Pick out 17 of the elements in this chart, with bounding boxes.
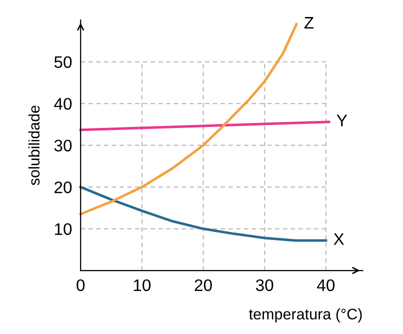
x-tick-label: 10 bbox=[134, 279, 151, 292]
y-tick-label: 50 bbox=[54, 56, 72, 68]
y-tick-label: 10 bbox=[55, 223, 72, 235]
x-tick-label: 40 bbox=[317, 279, 335, 292]
x-tick-label: 0 bbox=[76, 279, 85, 292]
series-label: Z bbox=[304, 17, 314, 29]
y-tick-label: 20 bbox=[54, 181, 72, 194]
line-series bbox=[79, 186, 328, 242]
x-tick-label: 20 bbox=[194, 279, 212, 292]
series-label: X bbox=[334, 233, 344, 245]
x-tick-label: 30 bbox=[256, 279, 274, 292]
y-tick-label: 40 bbox=[54, 98, 72, 110]
x-axis-title: temperatura (°C) bbox=[249, 308, 362, 323]
y-axis-title: solubilidade bbox=[28, 106, 40, 186]
series-label: Y bbox=[336, 114, 348, 126]
y-tick-label: 30 bbox=[54, 140, 72, 152]
line-series bbox=[79, 22, 298, 216]
